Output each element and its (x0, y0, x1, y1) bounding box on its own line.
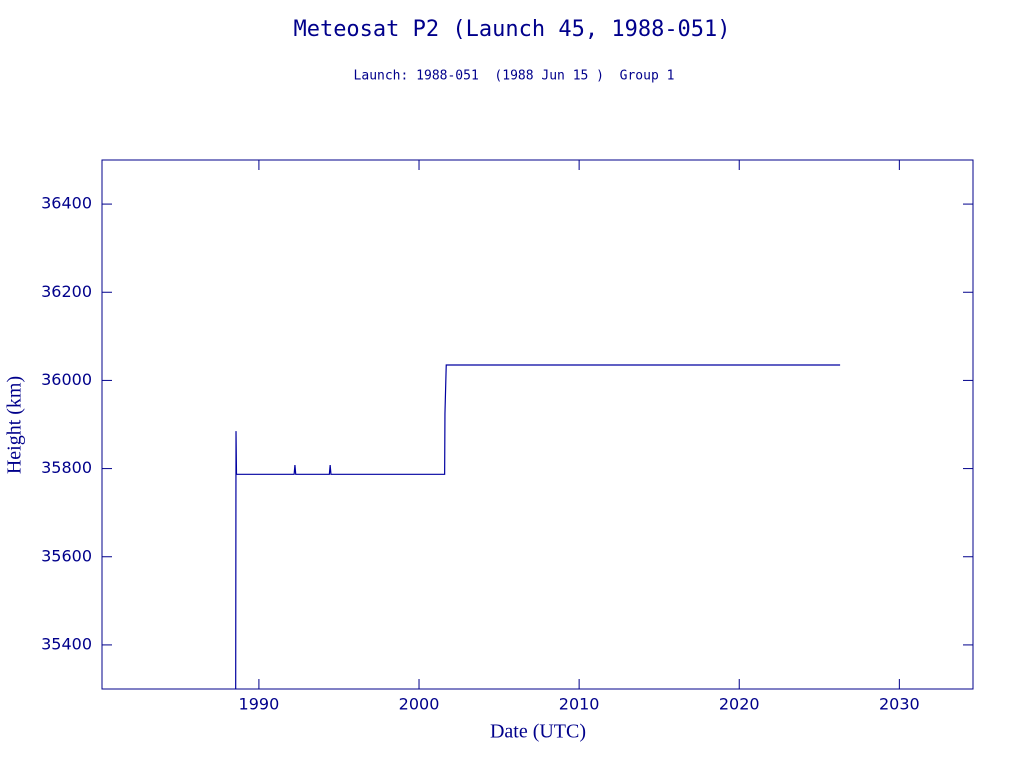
x-tick-label: 2030 (879, 695, 920, 714)
y-tick-label: 35800 (41, 458, 92, 477)
x-tick-label: 2000 (399, 695, 440, 714)
x-axis-label: Date (UTC) (490, 721, 586, 743)
y-tick-label: 35400 (41, 634, 92, 653)
plot-frame (101, 159, 974, 690)
y-tick-label: 35600 (41, 546, 92, 565)
x-tick-label: 2020 (719, 695, 760, 714)
y-tick-label: 36400 (41, 194, 92, 213)
y-tick-label: 36000 (41, 370, 92, 389)
x-tick-label: 1990 (239, 695, 280, 714)
x-tick-label: 2010 (559, 695, 600, 714)
data-line (235, 364, 841, 690)
chart-title: Meteosat P2 (Launch 45, 1988-051) (293, 17, 730, 42)
chart-subtitle: Launch: 1988-051 (1988 Jun 15 ) Group 1 (354, 69, 675, 84)
y-axis-label: Height (km) (4, 376, 26, 474)
y-tick-label: 36200 (41, 282, 92, 301)
